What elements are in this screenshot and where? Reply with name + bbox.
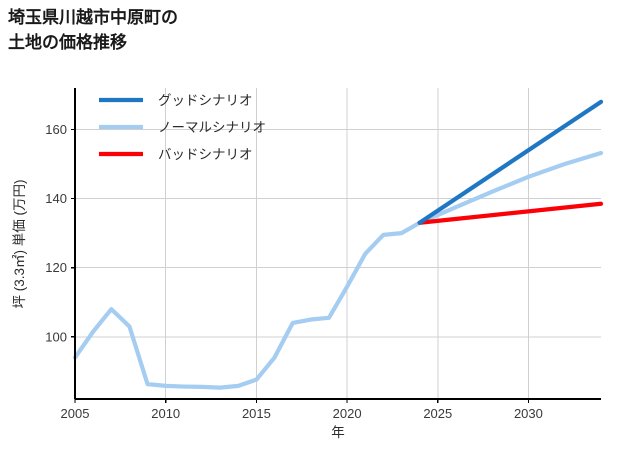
legend-label: ノーマルシナリオ (158, 120, 266, 135)
series-line (417, 99, 604, 225)
series-line (417, 201, 604, 225)
legend-label: グッドシナリオ (158, 93, 253, 108)
y-tick-label: 120 (45, 260, 67, 275)
x-gridlines (74, 88, 529, 399)
x-tick-label: 2020 (333, 406, 362, 421)
gridlines (75, 129, 601, 338)
chart-title-line-1: 埼玉県川越市中原町の (8, 8, 178, 27)
x-tick-label: 2015 (242, 406, 271, 421)
x-tick-label: 2025 (423, 406, 452, 421)
x-tick-label: 2010 (151, 406, 180, 421)
x-axis-title: 年 (331, 425, 345, 440)
y-tick-label: 160 (45, 122, 67, 137)
x-tick-label: 2030 (514, 406, 543, 421)
x-tick-label: 2005 (61, 406, 90, 421)
axes (74, 88, 601, 400)
series-line (72, 150, 604, 390)
series-group (72, 99, 604, 390)
y-tick-labels: 100 120 140 160 (45, 122, 75, 344)
y-tick-label: 140 (45, 191, 67, 206)
x-tick-labels: 2005 2010 2015 2020 2025 2030 (61, 399, 543, 421)
y-axis-title: 坪 (3.3㎡) 単価 (万円) (12, 179, 27, 308)
chart-title: 埼玉県川越市中原町の 土地の価格推移 (8, 6, 178, 55)
chart-title-line-2: 土地の価格推移 (8, 32, 127, 52)
legend-label: バッドシナリオ (158, 147, 253, 162)
y-tick-label: 100 (45, 329, 67, 344)
